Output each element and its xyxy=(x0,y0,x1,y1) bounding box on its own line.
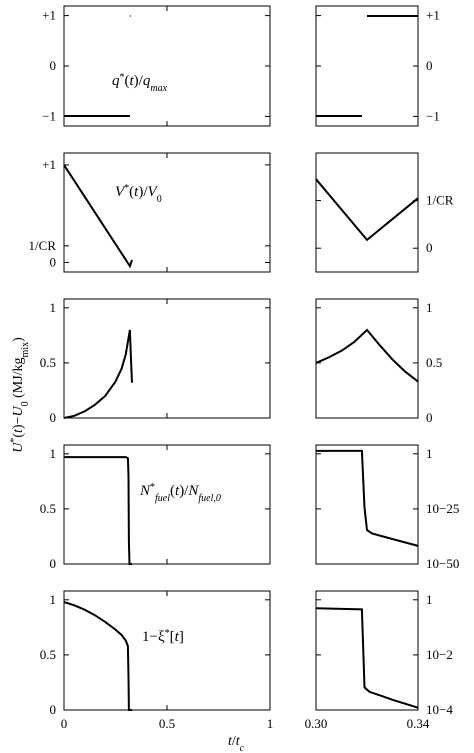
y-tick-label: −1 xyxy=(426,108,440,123)
y-tick-label: 1/CR xyxy=(29,238,57,253)
y-tick-label: 10−50 xyxy=(426,556,459,571)
y-tick-label: 0 xyxy=(50,556,57,571)
y-tick-label: 0.5 xyxy=(426,355,442,370)
x-tick-label: 0.34 xyxy=(407,716,430,731)
y-tick-label: 10−25 xyxy=(426,501,459,516)
y-tick-label: 0 xyxy=(426,240,433,255)
y-tick-label: 1/CR xyxy=(426,193,454,208)
y-tick-label: 10−4 xyxy=(426,702,453,717)
q-label: q*(t)/qmax xyxy=(112,72,168,94)
x-tick-label: 0 xyxy=(61,716,68,731)
right-panel-frame xyxy=(315,152,419,273)
y-tick-label: 0.5 xyxy=(40,501,56,516)
y-tick-label: 1 xyxy=(426,446,433,461)
left-series-line xyxy=(63,329,133,419)
left-panel-frame xyxy=(63,5,271,127)
right-panel-frame xyxy=(315,590,419,711)
left-series-line xyxy=(63,164,133,269)
x-axis-label: t/tc xyxy=(228,734,245,753)
y-tick-label: 1 xyxy=(426,592,433,607)
y-axis-label: U*(t)−U0 (MJ/kgmix) xyxy=(9,337,31,453)
y-tick-label: 1 xyxy=(50,446,57,461)
y-tick-label: +1 xyxy=(42,8,56,23)
y-tick-label: 0 xyxy=(50,410,57,425)
right-panel-frame xyxy=(315,298,419,419)
y-tick-label: 0 xyxy=(50,58,57,73)
y-tick-label: 1 xyxy=(426,300,433,315)
y-tick-label: 0.5 xyxy=(40,355,56,370)
left-series-line xyxy=(64,456,132,565)
y-tick-label: 0.5 xyxy=(40,647,56,662)
x-tick-label: 0.30 xyxy=(305,716,328,731)
y-tick-label: 1 xyxy=(50,300,57,315)
y-tick-label: +1 xyxy=(426,8,440,23)
panels: +10−1+10−1+11/CR01/CR010.5010.5010.50110… xyxy=(29,5,459,731)
y-tick-label: −1 xyxy=(42,108,56,123)
right-series-line xyxy=(315,178,419,242)
y-tick-label: 1 xyxy=(50,592,57,607)
right-series-line xyxy=(315,328,419,383)
left-panel-frame xyxy=(63,298,271,419)
y-tick-label: +1 xyxy=(42,157,56,172)
y-tick-label: 10−2 xyxy=(426,647,453,662)
x-tick-label: 0.5 xyxy=(159,716,175,731)
xi-label: 1−ξ*[t] xyxy=(142,628,184,646)
y-tick-label: 0 xyxy=(50,702,57,717)
x-tick-label: 1 xyxy=(267,716,274,731)
right-series-line xyxy=(315,607,419,709)
left-panel-frame xyxy=(63,590,271,711)
volume-label: V*(t)/V0 xyxy=(115,183,162,205)
left-panel-frame xyxy=(63,444,271,565)
y-tick-label: 0 xyxy=(426,410,433,425)
y-tick-label: 0 xyxy=(50,254,57,269)
right-panel-frame xyxy=(315,5,419,127)
left-series-line xyxy=(63,601,132,711)
y-tick-label: 0 xyxy=(426,58,433,73)
fuel-label: N*fuel(t)/Nfuel,0 xyxy=(139,482,221,504)
right-panel-frame xyxy=(315,444,419,565)
right-series-line xyxy=(316,449,419,547)
